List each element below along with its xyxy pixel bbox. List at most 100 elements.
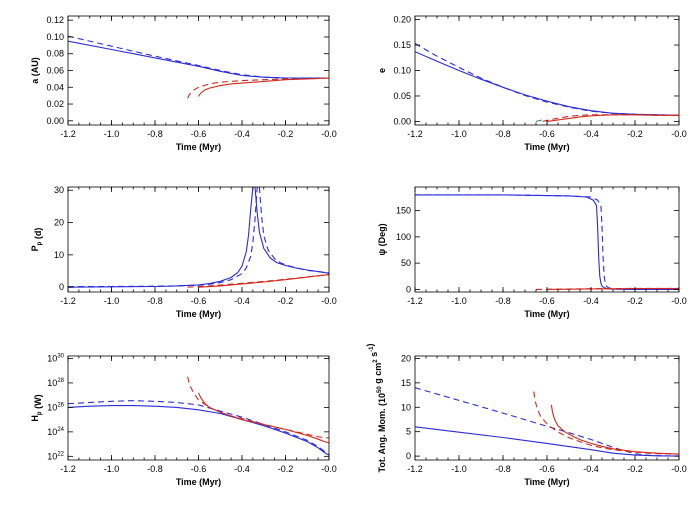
y-tick-label: 0.10: [46, 32, 64, 42]
x-tick-label: -1.0: [451, 296, 467, 306]
y-tick-label: 0: [406, 451, 411, 461]
x-tick-label: -0.2: [627, 296, 643, 306]
x-tick-label: -1.0: [104, 464, 120, 474]
series-line-blue-dashed: [68, 35, 329, 79]
x-axis-title: Time (Myr): [524, 309, 569, 319]
x-tick-label: -1.2: [60, 129, 76, 139]
x-tick-label: -0.0: [321, 129, 337, 139]
chart-panel-P: -1.2 -1.0 -0.8 -0.6 -0.4 -0.2 -0.0 0 10 20 30 Time …: [30, 185, 337, 319]
y-axis-title: Tot. Ang. Mom. (1050 g cm2 s-1): [365, 344, 387, 473]
y-tick-label: 0: [59, 282, 64, 292]
series-line-blue-solid: [415, 194, 679, 290]
x-tick-label: -1.0: [451, 464, 467, 474]
x-tick-label: -0.8: [147, 296, 163, 306]
y-tick-label: 150: [396, 206, 411, 216]
chart-panel-a: -1.2 -1.0 -0.8 -0.6 -0.4 -0.2 -0.0 0.00 0.02 0.04…: [30, 15, 337, 152]
x-tick-label: -1.2: [60, 464, 76, 474]
y-tick-label: 0.00: [393, 116, 411, 126]
x-tick-label: -0.6: [539, 129, 555, 139]
x-tick-label: -1.0: [104, 129, 120, 139]
series-line-red-solid: [197, 392, 329, 444]
x-tick-label: -0.4: [234, 464, 250, 474]
y-tick-label: 1028: [47, 378, 64, 388]
series-group: [415, 387, 679, 457]
plot-frame: [414, 186, 680, 293]
series-line-red-dashed: [535, 287, 679, 290]
x-tick-label: -0.8: [495, 129, 511, 139]
y-tick-label: 15: [401, 378, 411, 388]
series-line-blue-solid: [68, 40, 329, 79]
plot-frame: [67, 355, 330, 461]
y-tick-label: 0.02: [46, 99, 64, 109]
y-tick-label: 100: [396, 232, 411, 242]
y-tick-label: 0.10: [393, 66, 411, 76]
y-tick-label: 0.00: [46, 116, 64, 126]
x-tick-label: -0.2: [627, 129, 643, 139]
x-axis-title: Time (Myr): [524, 142, 569, 152]
x-tick-label: -0.8: [147, 129, 163, 139]
x-axis-title: Time (Myr): [524, 477, 569, 487]
y-tick-label: 50: [401, 258, 411, 268]
y-tick-label: 1030: [47, 353, 64, 363]
y-tick-label: 30: [54, 185, 64, 195]
x-tick-label: -1.2: [407, 129, 423, 139]
x-tick-label: -0.0: [321, 296, 337, 306]
x-axis-title: Time (Myr): [176, 142, 221, 152]
x-tick-label: -0.2: [278, 129, 294, 139]
series-line-blue-dashed: [258, 187, 329, 274]
x-tick-label: -0.8: [495, 296, 511, 306]
x-tick-label: -1.2: [407, 464, 423, 474]
x-tick-label: -0.6: [539, 296, 555, 306]
y-axis-title: ψ (Deg): [377, 223, 387, 255]
x-axis-title: Time (Myr): [176, 477, 221, 487]
series-line-red-dashed: [187, 274, 329, 288]
x-tick-label: -0.2: [278, 464, 294, 474]
x-tick-label: -0.6: [191, 129, 207, 139]
chart-panel-L: -1.2 -1.0 -0.8 -0.6 -0.4 -0.2 -0.0 0 5 10 15 20 Time…: [365, 344, 687, 487]
x-tick-label: -0.6: [191, 296, 207, 306]
y-tick-label: 0.06: [46, 66, 64, 76]
x-tick-label: -0.8: [495, 464, 511, 474]
series-line-red-dashed: [533, 391, 679, 455]
x-tick-label: -0.0: [321, 464, 337, 474]
x-tick-label: -1.2: [60, 296, 76, 306]
series-line-blue-solid: [254, 187, 329, 274]
series-line-red-solid: [546, 114, 679, 122]
series-line-blue-dashed: [415, 387, 679, 457]
y-axis-title: Hp (W): [30, 394, 43, 421]
y-axis-title: e: [377, 68, 387, 73]
y-tick-label: 10: [401, 402, 411, 412]
series-line-#2e8b57-dashed: [535, 118, 545, 122]
y-tick-label: 1024: [47, 427, 64, 437]
x-tick-label: -1.0: [104, 296, 120, 306]
series-line-red-dashed: [187, 376, 329, 439]
x-tick-label: -1.0: [451, 129, 467, 139]
x-tick-label: -1.2: [407, 296, 423, 306]
y-axis-title: Pp (d): [30, 228, 43, 252]
series-line-red-dashed: [187, 77, 329, 99]
y-tick-label: 1026: [47, 402, 64, 412]
x-tick-label: -0.2: [627, 464, 643, 474]
y-tick-label: 0.12: [46, 15, 64, 25]
series-group: [68, 35, 329, 99]
series-group: [68, 187, 329, 288]
y-tick-label: 0.15: [393, 40, 411, 50]
y-tick-label: 0.05: [393, 91, 411, 101]
series-group: [415, 194, 679, 290]
plot-frame: [67, 186, 330, 293]
y-tick-label: 20: [54, 218, 64, 228]
x-tick-label: -0.4: [583, 129, 599, 139]
y-tick-label: 20: [401, 353, 411, 363]
x-tick-label: -0.4: [234, 296, 250, 306]
chart-panel-H: -1.2 -1.0 -0.8 -0.6 -0.4 -0.2 -0.0 1022 1024 1026…: [30, 353, 337, 487]
x-axis-title: Time (Myr): [176, 309, 221, 319]
x-tick-label: -0.6: [539, 464, 555, 474]
series-group: [415, 43, 679, 122]
series-line-red-solid: [198, 77, 329, 97]
x-tick-label: -0.4: [583, 464, 599, 474]
y-tick-label: 5: [406, 427, 411, 437]
x-tick-label: -0.4: [583, 296, 599, 306]
plot-frame: [414, 355, 680, 461]
y-axis-title: a (AU): [30, 57, 40, 84]
